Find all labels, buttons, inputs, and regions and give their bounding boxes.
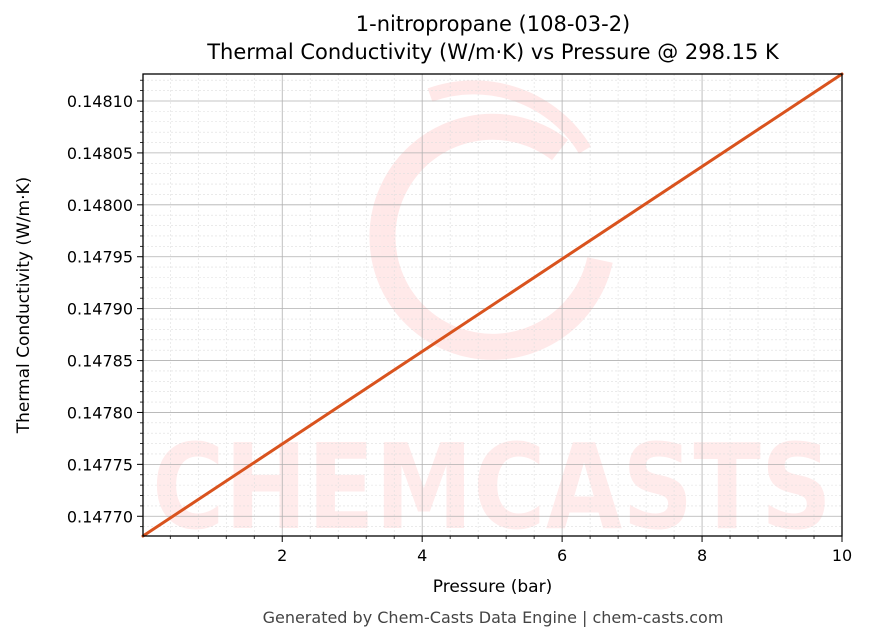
chart-subtitle: Thermal Conductivity (W/m·K) vs Pressure…	[207, 40, 779, 64]
x-tick-label: 10	[832, 546, 852, 565]
x-tick-label: 8	[697, 546, 707, 565]
major-grid	[143, 74, 843, 536]
chart-title: 1-nitropropane (108-03-2)	[355, 12, 631, 36]
y-tick-label: 0.14810	[67, 92, 133, 111]
plot-frame	[142, 73, 843, 537]
series-layer	[141, 72, 844, 538]
y-tick-label: 0.14785	[67, 352, 133, 371]
y-axis-label: Thermal Conductivity (W/m·K)	[14, 176, 34, 434]
y-tick-label: 0.14780	[67, 403, 133, 422]
x-tick-label: 4	[417, 546, 427, 565]
watermark-text: CHEMCASTS	[152, 418, 832, 556]
x-axis-label: Pressure (bar)	[432, 577, 553, 597]
series-line	[141, 72, 844, 538]
ticks-layer: 2 4 6 8 10 0.14770 0.14775 0.14780 0.14785 0.1479…	[67, 79, 852, 565]
y-tick-label: 0.14775	[67, 455, 133, 474]
minor-grid	[143, 74, 842, 536]
y-tick-label: 0.14805	[67, 144, 133, 163]
y-tick-label: 0.14790	[67, 300, 133, 319]
y-tick-label: 0.14795	[67, 248, 133, 267]
y-tick-label: 0.14770	[67, 507, 133, 526]
x-tick-label: 6	[557, 546, 567, 565]
watermark-logo	[369, 80, 613, 360]
footer-credit: Generated by Chem-Casts Data Engine | ch…	[262, 608, 724, 627]
y-tick-label: 0.14800	[67, 196, 133, 215]
x-tick-label: 2	[277, 546, 287, 565]
